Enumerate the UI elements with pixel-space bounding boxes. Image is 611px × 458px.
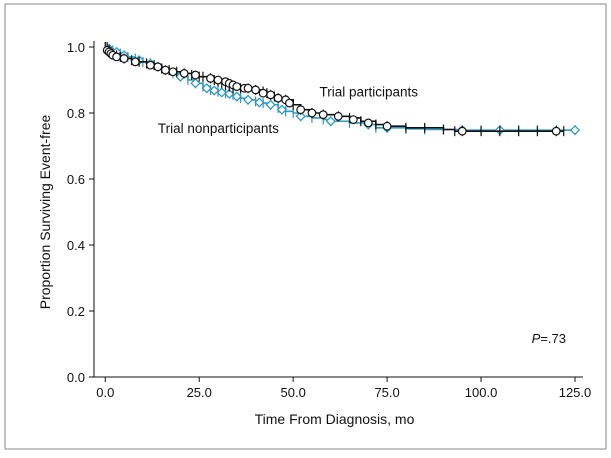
p-value-label: P [532, 331, 541, 346]
data-point [130, 57, 140, 67]
data-point [551, 126, 561, 136]
data-point [363, 118, 373, 128]
y-tick-label: 0.0 [67, 370, 85, 385]
data-point [254, 97, 265, 108]
x-tick-label: 50.0 [281, 385, 306, 400]
event-markers [102, 45, 561, 136]
data-point [242, 94, 254, 105]
data-point [307, 108, 317, 118]
data-point [153, 62, 163, 72]
y-tick-label: 0.4 [67, 238, 85, 253]
data-point [145, 60, 155, 70]
annotation-layer: Trial participants Trial nonparticipants [158, 85, 418, 136]
data-point [179, 68, 189, 78]
data-point [348, 115, 358, 124]
series-trial-participants [102, 42, 565, 137]
data-point [231, 91, 242, 102]
data-point [216, 87, 227, 98]
data-point [160, 65, 170, 75]
data-point [168, 67, 178, 77]
data-point [265, 99, 276, 110]
series-annotation: Trial nonparticipants [158, 121, 279, 136]
data-point [251, 85, 260, 95]
y-tick-label: 0.6 [67, 172, 85, 187]
x-tick-label: 0.0 [96, 385, 114, 400]
data-point [201, 83, 212, 94]
x-axis-label: Time From Diagnosis, mo [255, 411, 415, 427]
data-point [325, 116, 336, 127]
x-tick-label: 75.0 [374, 385, 399, 400]
p-value-number: =.73 [540, 331, 566, 346]
y-axis-label: Proportion Surviving Event-free [37, 115, 53, 310]
data-point [213, 75, 223, 85]
data-point [382, 121, 392, 131]
data-point [457, 126, 467, 136]
y-tick-label: 1.0 [67, 40, 85, 55]
y-tick-label: 0.8 [67, 106, 85, 121]
figure-border [4, 3, 607, 450]
data-point [191, 70, 200, 80]
data-point [206, 73, 215, 83]
data-point [285, 98, 294, 108]
p-value-annotation: P=.73 [532, 331, 566, 346]
data-point [224, 88, 235, 99]
x-tick-label: 125.0 [559, 385, 592, 400]
series-layer [102, 42, 581, 137]
data-point [318, 110, 328, 120]
y-ticks: 0.0 0.2 0.4 0.6 0.8 1.0 [67, 40, 94, 385]
data-point [296, 105, 306, 115]
data-point [190, 78, 201, 89]
data-point [569, 125, 581, 136]
data-point [273, 93, 283, 103]
data-point [119, 54, 129, 63]
axes [93, 41, 583, 378]
data-point [276, 104, 288, 115]
data-point [232, 82, 242, 91]
data-point [266, 90, 276, 100]
x-ticks: 0.0 25.0 50.0 75.0 100.0 125.0 [96, 377, 591, 400]
data-point [258, 88, 268, 98]
data-point [209, 85, 220, 96]
data-point [112, 52, 121, 62]
x-tick-label: 100.0 [465, 385, 498, 400]
data-point [243, 83, 253, 93]
data-point [333, 111, 343, 121]
y-tick-label: 0.2 [67, 304, 85, 319]
x-tick-label: 25.0 [187, 385, 212, 400]
series-annotation: Trial participants [319, 85, 418, 100]
data-point [295, 111, 306, 122]
